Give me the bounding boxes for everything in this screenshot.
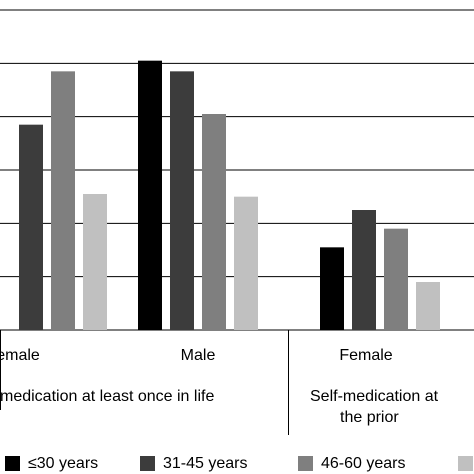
bar-g2-c1-s1 bbox=[320, 247, 344, 330]
legend-swatch-46-60 bbox=[298, 456, 313, 471]
category-label-female-1: emale bbox=[0, 347, 40, 364]
category-label-female-2: Female bbox=[339, 347, 393, 364]
bar-g1-c2-s3 bbox=[202, 114, 226, 330]
bar-g1-c1-s4 bbox=[83, 194, 107, 330]
legend-swatch-30 bbox=[5, 456, 20, 471]
bar-g2-c1-s4 bbox=[416, 282, 440, 330]
legend-label-46-60: 46-60 years bbox=[321, 455, 406, 472]
group-label-2-line2: the prior bbox=[340, 409, 399, 426]
bar-g2-c1-s2 bbox=[352, 210, 376, 330]
bar-g1-c2-s1 bbox=[138, 60, 162, 331]
legend-label-30: ≤30 years bbox=[28, 455, 99, 472]
bar-g1-c2-s4 bbox=[234, 196, 258, 330]
bar-g1-c1-s2 bbox=[19, 124, 43, 331]
bar-g1-c1-s3 bbox=[51, 71, 75, 330]
bar-g1-c2-s2 bbox=[170, 71, 194, 330]
group-label-1: medication at least once in life bbox=[0, 388, 215, 405]
legend-label-31-45: 31-45 years bbox=[163, 455, 248, 472]
legend: ≤30 years 31-45 years 46-60 years bbox=[0, 448, 474, 474]
group-label-2-line1: Self-medication at bbox=[310, 388, 439, 405]
category-label-male: Male bbox=[180, 347, 216, 364]
bar-g2-c1-s3 bbox=[384, 228, 408, 330]
legend-swatch-60plus bbox=[458, 456, 473, 471]
legend-swatch-31-45 bbox=[140, 456, 155, 471]
